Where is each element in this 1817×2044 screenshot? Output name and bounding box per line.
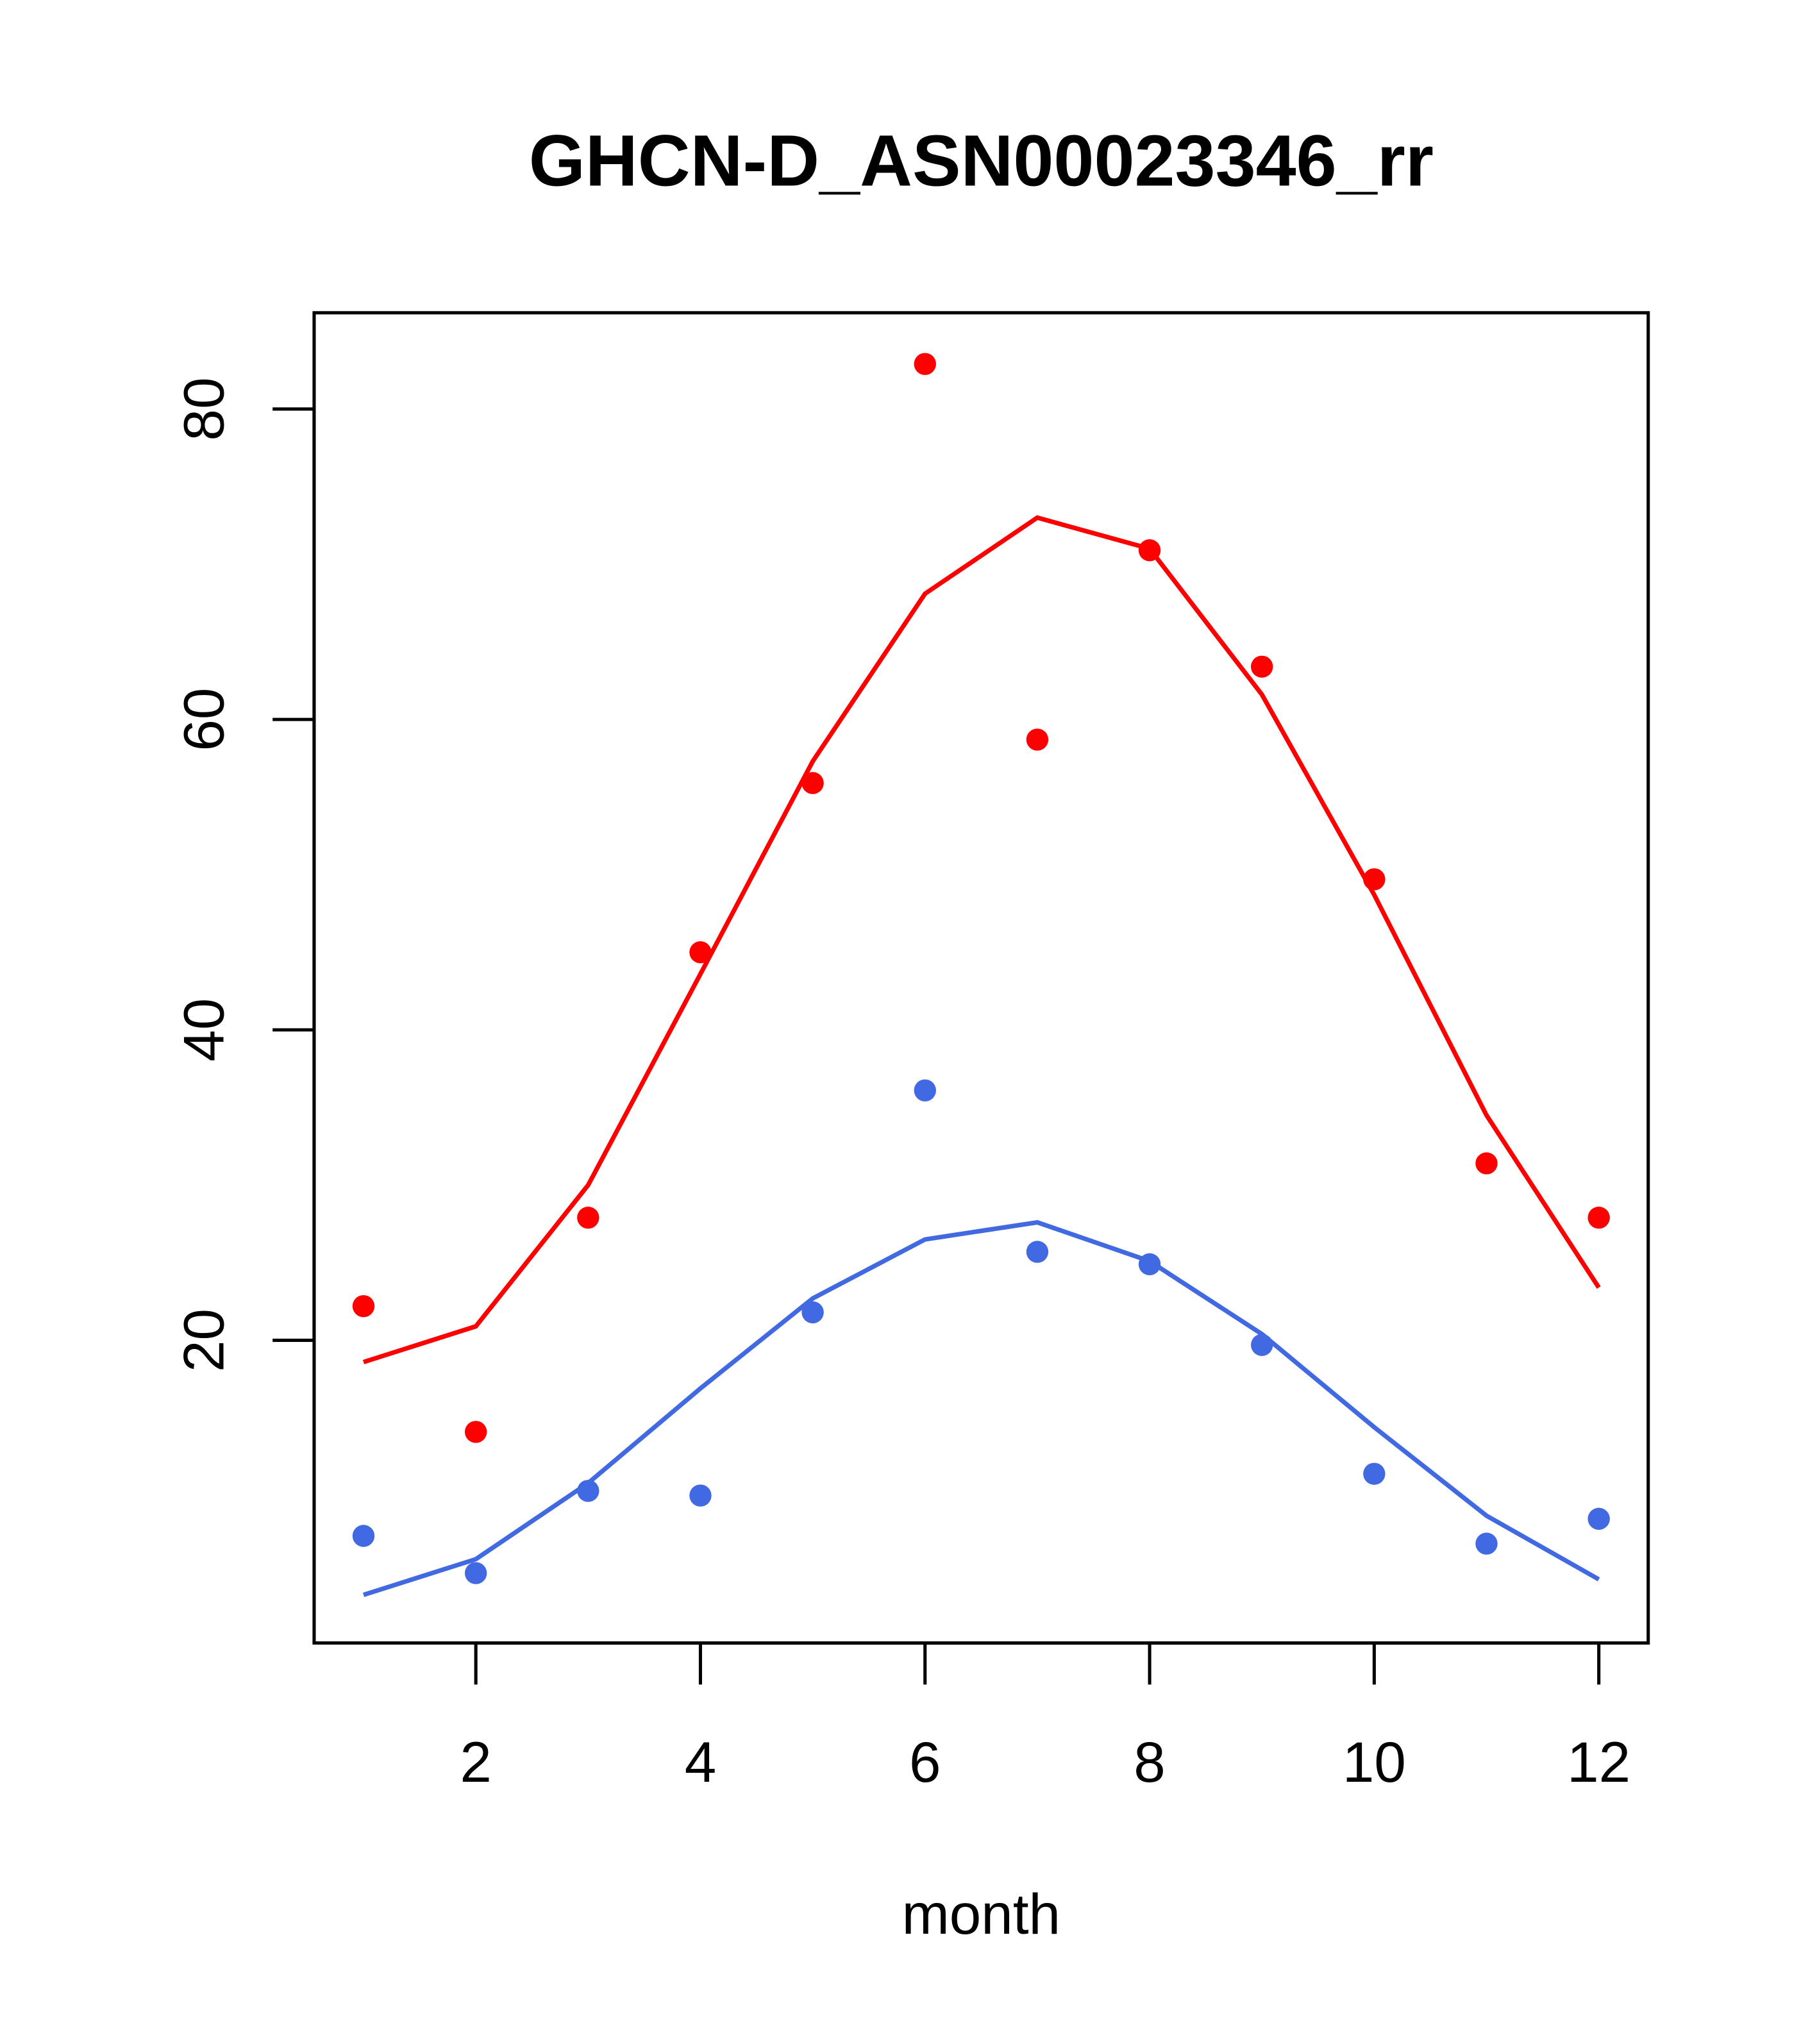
data-point xyxy=(1363,1462,1386,1485)
data-point xyxy=(1026,1241,1049,1263)
x-tick-label: 2 xyxy=(460,1730,492,1794)
data-point xyxy=(1251,1334,1273,1356)
data-point xyxy=(914,1079,936,1102)
data-point xyxy=(1587,1507,1610,1530)
data-point xyxy=(464,1421,487,1443)
data-point xyxy=(1475,1532,1498,1555)
data-point xyxy=(1587,1207,1610,1229)
y-tick-label: 60 xyxy=(171,688,235,751)
x-tick-label: 12 xyxy=(1567,1730,1630,1794)
x-axis: 2 4 6 8 10 12 xyxy=(460,1641,1630,1794)
data-point xyxy=(801,772,824,794)
y-axis: 20 40 60 80 xyxy=(171,377,316,1372)
data-point xyxy=(689,941,712,964)
data-point xyxy=(914,353,936,375)
x-tick-label: 6 xyxy=(909,1730,941,1794)
x-tick-label: 4 xyxy=(685,1730,717,1794)
data-point xyxy=(1026,728,1049,751)
x-tick-label: 8 xyxy=(1134,1730,1166,1794)
data-point xyxy=(352,1294,375,1318)
y-tick-label: 80 xyxy=(171,377,235,440)
data-point xyxy=(689,1484,712,1507)
chart-title: GHCN-D_ASN00023346_rr xyxy=(529,120,1434,201)
y-tick-label: 20 xyxy=(171,1309,235,1372)
plot-frame xyxy=(312,311,1650,1645)
x-axis-label: month xyxy=(902,1882,1061,1946)
data-point xyxy=(464,1562,487,1584)
series-layer xyxy=(352,353,1610,1597)
y-tick-label: 40 xyxy=(171,998,235,1062)
data-point xyxy=(1251,655,1273,678)
data-point xyxy=(801,1301,824,1324)
series-line-1 xyxy=(362,515,1601,1364)
data-point xyxy=(352,1525,375,1547)
x-tick-label: 10 xyxy=(1343,1730,1406,1794)
data-point xyxy=(577,1207,599,1229)
data-point xyxy=(1475,1152,1498,1175)
series-line-3 xyxy=(362,1219,1600,1597)
